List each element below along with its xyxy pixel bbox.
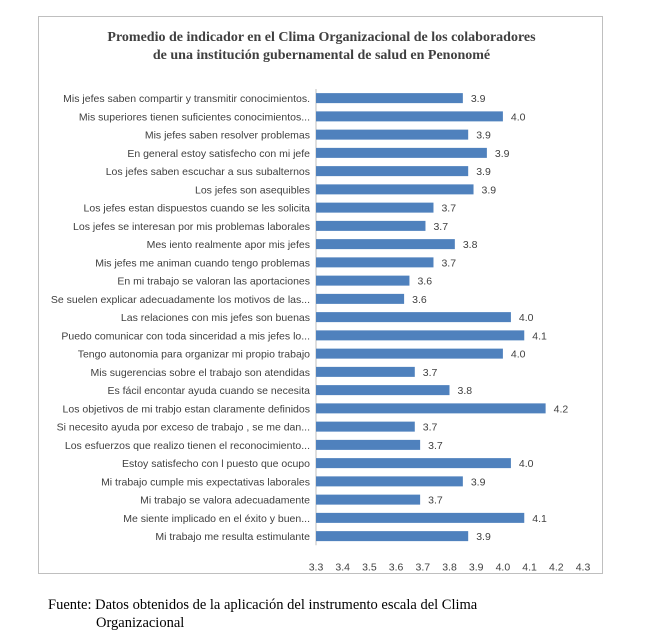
bar [316, 403, 546, 414]
bar-chart: Mis jefes saben compartir y transmitir c… [51, 89, 591, 573]
category-label: Me siente implicado en el éxito y buen..… [123, 513, 310, 525]
category-label: Mi trabajo se valora adecuadamente [140, 495, 310, 507]
bar [316, 476, 463, 487]
data-label: 4.0 [511, 111, 526, 123]
data-label: 3.9 [471, 93, 486, 105]
bar [316, 275, 410, 286]
x-tick-label: 4.1 [522, 561, 537, 573]
data-label: 3.7 [441, 203, 456, 215]
bar [316, 348, 503, 359]
category-label: Si necesito ayuda por exceso de trabajo … [57, 422, 310, 434]
data-label: 3.7 [428, 440, 443, 452]
category-label: Mi trabajo cumple mis expectativas labor… [101, 476, 310, 488]
x-tick-label: 3.8 [442, 561, 457, 573]
chart-title-line1: Promedio de indicador en el Clima Organi… [107, 30, 536, 45]
category-label: Mis superiores tienen suficientes conoci… [79, 111, 310, 123]
x-tick-label: 4.3 [576, 561, 591, 573]
data-label: 3.6 [417, 276, 432, 288]
bar [316, 147, 487, 158]
bar [316, 239, 455, 250]
bar [316, 257, 434, 268]
data-label: 3.9 [495, 148, 510, 160]
x-tick-label: 3.4 [335, 561, 350, 573]
bar [316, 293, 405, 304]
bar [316, 184, 474, 195]
bar [316, 421, 415, 432]
category-label: Los objetivos de mi trabjo estan clarame… [63, 403, 310, 415]
bar [316, 129, 469, 140]
bar [316, 330, 525, 341]
data-label: 3.9 [482, 184, 497, 196]
data-label: 3.6 [412, 294, 427, 306]
data-label: 4.0 [511, 349, 526, 361]
x-tick-label: 3.3 [309, 561, 324, 573]
data-label: 3.8 [458, 385, 473, 397]
category-label: Los jefes estan dispuestos cuando se les… [84, 203, 311, 215]
bar [316, 93, 463, 104]
chart-title: Promedio de indicador en el Clima Organi… [39, 29, 604, 65]
data-label: 3.9 [476, 531, 491, 543]
data-label: 3.7 [441, 257, 456, 269]
data-label: 4.1 [532, 330, 547, 342]
bar [316, 439, 421, 450]
chart-frame: Promedio de indicador en el Clima Organi… [38, 16, 603, 574]
bar [316, 220, 426, 231]
category-label: Mes iento realmente apor mis jefes [147, 239, 310, 251]
bar [316, 531, 469, 542]
data-label: 3.7 [428, 495, 443, 507]
category-label: Tengo autonomia para organizar mi propio… [78, 349, 310, 361]
bar [316, 111, 503, 122]
x-tick-label: 3.9 [469, 561, 484, 573]
data-label: 3.9 [476, 130, 491, 142]
figure-caption: Fuente: Datos obtenidos de la aplicación… [48, 596, 608, 632]
bar [316, 512, 525, 523]
category-label: Mi trabajo me resulta estimulante [155, 531, 310, 543]
x-tick-label: 3.6 [389, 561, 404, 573]
data-label: 4.0 [519, 458, 534, 470]
data-label: 3.9 [471, 476, 486, 488]
category-label: Los esfuerzos que realizo tienen el reco… [65, 440, 310, 452]
category-label: Mis jefes me animan cuando tengo problem… [95, 257, 310, 269]
data-label: 4.2 [554, 403, 569, 415]
data-label: 3.7 [433, 221, 448, 233]
data-label: 3.7 [423, 367, 438, 379]
bar [316, 458, 511, 469]
category-label: Los jefes saben escuchar a sus subaltern… [106, 166, 310, 178]
category-label: Los jefes se interesan por mis problemas… [73, 221, 310, 233]
x-tick-label: 4.0 [496, 561, 511, 573]
category-label: Las relaciones con mis jefes son buenas [121, 312, 310, 324]
bar [316, 366, 415, 377]
category-label: Es fácil encontar ayuda cuando se necesi… [107, 385, 310, 397]
category-label: Se suelen explicar adecuadamente los mot… [51, 294, 310, 306]
category-label: Estoy satisfecho con l puesto que ocupo [122, 458, 310, 470]
caption-line2: Organizacional [96, 615, 185, 631]
bar [316, 166, 469, 177]
category-label: Mis sugerencias sobre el trabajo son ate… [91, 367, 310, 379]
bar [316, 312, 511, 323]
bar [316, 385, 450, 396]
category-label: Puedo comunicar con toda sinceridad a mi… [61, 330, 310, 342]
chart-title-line2: de una institución gubernamental de salu… [152, 48, 491, 63]
x-tick-label: 3.5 [362, 561, 377, 573]
category-label: Los jefes son asequibles [195, 184, 310, 196]
data-label: 3.9 [476, 166, 491, 178]
category-label: En mi trabajo se valoran las aportacione… [117, 276, 310, 288]
data-label: 3.7 [423, 422, 438, 434]
data-label: 3.8 [463, 239, 478, 251]
bar [316, 202, 434, 213]
x-tick-label: 3.7 [415, 561, 430, 573]
category-label: Mis jefes saben resolver problemas [145, 130, 310, 142]
category-label: En general estoy satisfecho con mi jefe [127, 148, 310, 160]
bar [316, 494, 421, 505]
data-label: 4.0 [519, 312, 534, 324]
x-tick-label: 4.2 [549, 561, 564, 573]
data-label: 4.1 [532, 513, 547, 525]
category-label: Mis jefes saben compartir y transmitir c… [63, 93, 310, 105]
caption-line1: Fuente: Datos obtenidos de la aplicación… [48, 597, 478, 613]
